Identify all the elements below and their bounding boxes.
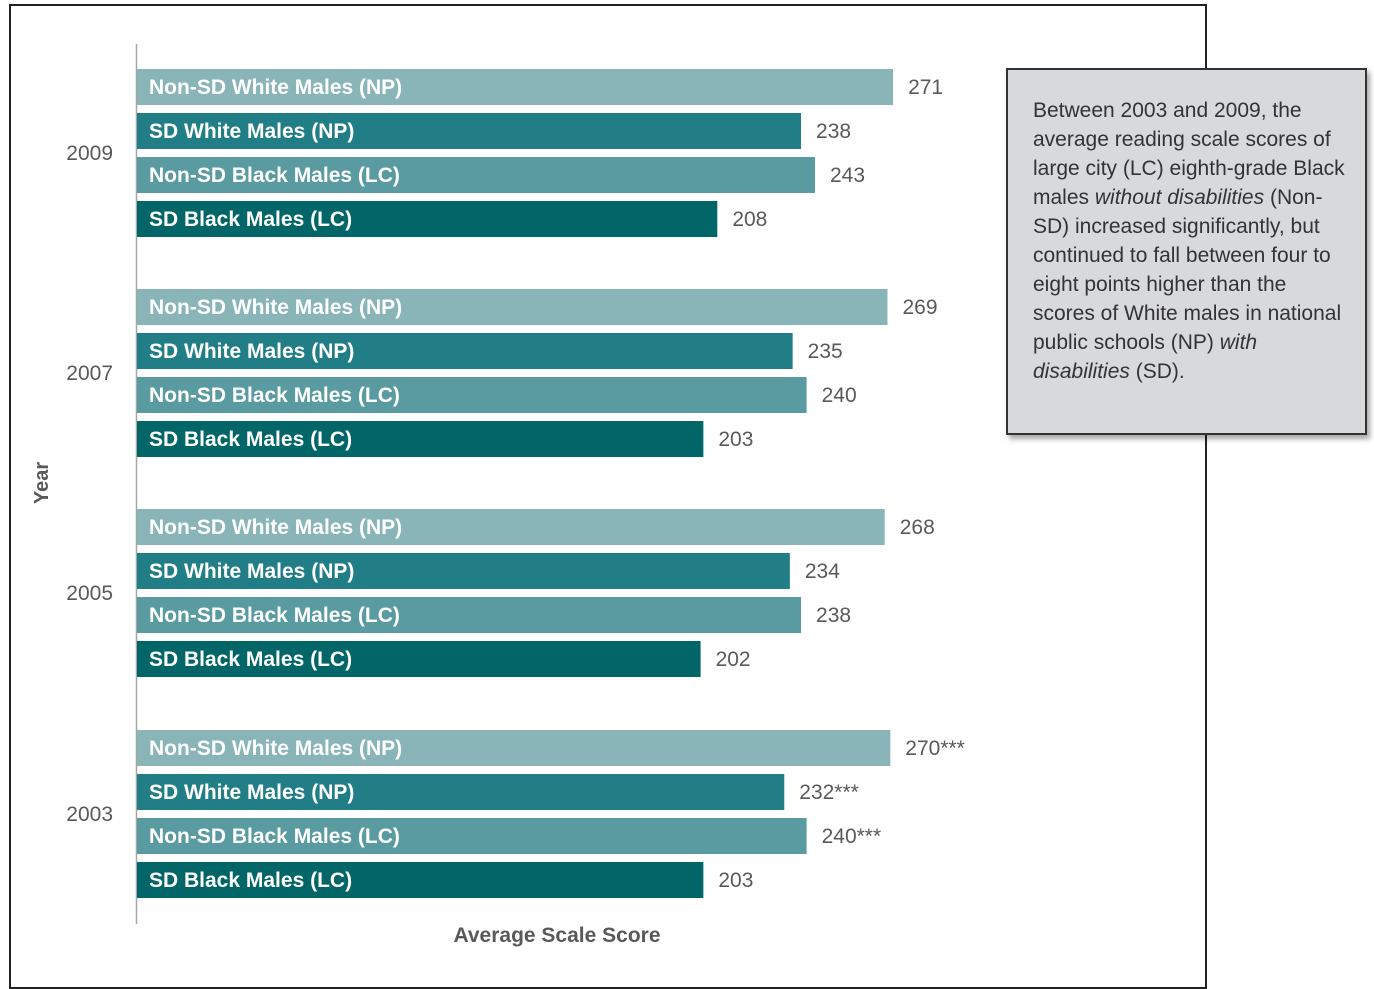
callout-text: (Non-SD) increased significantly, but co…: [1033, 186, 1342, 354]
bar-category-label: Non-SD Black Males (LC): [149, 384, 400, 407]
year-tick-label: 2003: [66, 803, 113, 826]
bar: [137, 157, 815, 193]
bar: [137, 862, 704, 898]
bar-value-label: 269: [903, 296, 938, 319]
bar-category-label: SD Black Males (LC): [149, 208, 352, 231]
bar-value-label: 268: [900, 516, 935, 539]
bar-value-label: 203: [718, 869, 753, 892]
bar-value-label: 270***: [905, 737, 965, 760]
year-tick-label: 2009: [66, 142, 113, 165]
bar-value-label: 240***: [822, 825, 882, 848]
bar: [137, 201, 718, 237]
bar-category-label: Non-SD White Males (NP): [149, 737, 402, 760]
bar: [137, 818, 807, 854]
bar: [137, 113, 802, 149]
callout-emphasis: with disabilities: [1033, 331, 1258, 383]
bar-value-label: 271: [908, 76, 943, 99]
bar-category-label: Non-SD Black Males (LC): [149, 604, 400, 627]
bar-value-label: 240: [822, 384, 857, 407]
y-axis-label: Year: [31, 462, 53, 504]
bar-category-label: SD White Males (NP): [149, 340, 354, 363]
bar-category-label: SD Black Males (LC): [149, 428, 352, 451]
x-axis-label: Average Scale Score: [453, 924, 660, 947]
annotation-callout: Between 2003 and 2009, the average readi…: [1006, 68, 1367, 435]
year-tick-label: 2007: [66, 362, 113, 385]
bar: [137, 730, 891, 766]
bar-value-label: 232***: [799, 781, 859, 804]
bar-category-label: SD White Males (NP): [149, 781, 354, 804]
bar-value-label: 235: [808, 340, 843, 363]
bar-category-label: SD White Males (NP): [149, 120, 354, 143]
bar: [137, 597, 802, 633]
bar-category-label: Non-SD Black Males (LC): [149, 164, 400, 187]
bar-category-label: Non-SD White Males (NP): [149, 296, 402, 319]
bar-value-label: 243: [830, 164, 865, 187]
bar: [137, 553, 790, 589]
bar-category-label: SD Black Males (LC): [149, 869, 352, 892]
bar-value-label: 238: [816, 120, 851, 143]
bar-category-label: Non-SD White Males (NP): [149, 76, 402, 99]
bar: [137, 289, 888, 325]
bar: [137, 377, 807, 413]
bar-category-label: Non-SD White Males (NP): [149, 516, 402, 539]
bar-value-label: 208: [732, 208, 767, 231]
bar: [137, 69, 894, 105]
bar: [137, 509, 885, 545]
bar-category-label: SD Black Males (LC): [149, 648, 352, 671]
year-tick-label: 2005: [66, 582, 113, 605]
bar-category-label: Non-SD Black Males (LC): [149, 825, 400, 848]
bar-category-label: SD White Males (NP): [149, 560, 354, 583]
bar-value-label: 202: [716, 648, 751, 671]
bar: [137, 333, 793, 369]
bar: [137, 641, 701, 677]
bar: [137, 421, 704, 457]
bar-value-label: 234: [805, 560, 840, 583]
bar: [137, 774, 785, 810]
bar-value-label: 203: [718, 428, 753, 451]
callout-emphasis: without disabilities: [1094, 186, 1265, 209]
bar-value-label: 238: [816, 604, 851, 627]
callout-text: Between 2003 and 2009, the average readi…: [1033, 99, 1345, 209]
bars-layer: 2009 Non-SD White Males (NP) 271 SD White M…: [66, 69, 965, 898]
callout-text: (SD).: [1129, 360, 1185, 383]
